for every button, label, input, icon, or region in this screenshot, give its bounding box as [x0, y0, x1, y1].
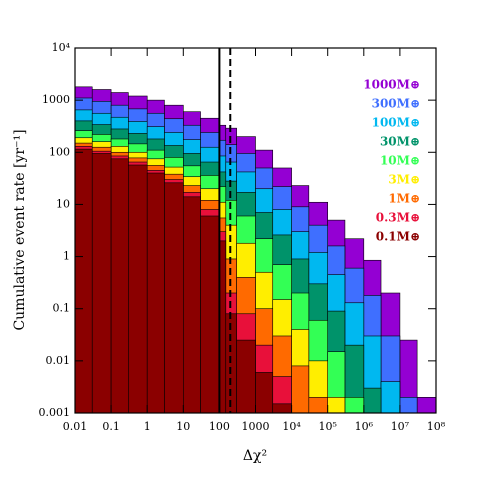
y-axis-label: Cumulative event rate [yr⁻¹] — [12, 129, 28, 330]
y-tick-label: 1 — [63, 250, 70, 263]
step — [164, 182, 184, 414]
x-tick-label: 10⁷ — [391, 420, 410, 433]
x-tick-label: 10⁸ — [427, 420, 446, 433]
step — [255, 372, 274, 414]
legend-label: 0.3M⊕ — [376, 211, 420, 225]
step — [344, 397, 365, 414]
y-tick-label: 0.001 — [39, 406, 71, 419]
step — [183, 196, 201, 414]
step — [308, 397, 328, 414]
x-tick-label: 10⁶ — [355, 420, 374, 433]
step — [74, 148, 93, 414]
step — [91, 153, 112, 414]
legend-label: 3M⊕ — [388, 173, 420, 187]
series-area — [74, 148, 292, 414]
x-tick-label: 10 — [176, 420, 190, 433]
legend-label: 30M⊕ — [380, 135, 420, 149]
step — [128, 164, 148, 414]
y-tick-label: 0.01 — [46, 354, 71, 367]
step — [200, 215, 220, 414]
step — [236, 339, 256, 414]
step — [291, 365, 310, 414]
step — [416, 397, 437, 414]
x-tick-label: 1 — [144, 420, 151, 433]
y-tick-label: 10 — [56, 197, 70, 210]
step — [363, 387, 382, 414]
step — [399, 397, 418, 414]
step — [146, 172, 165, 414]
legend-label: 300M⊕ — [372, 97, 420, 111]
step — [272, 403, 292, 414]
step — [380, 381, 401, 414]
x-tick-label: 0.01 — [63, 420, 88, 433]
x-tick-label: 1000 — [242, 420, 270, 433]
legend-label: 1M⊕ — [388, 192, 420, 206]
legend-label: 100M⊕ — [372, 116, 420, 130]
x-tick-label: 10⁴ — [282, 420, 301, 433]
x-tick-label: 0.1 — [102, 420, 120, 433]
legend-label: 0.1M⊕ — [376, 230, 420, 244]
step — [110, 158, 129, 414]
y-tick-label: 100 — [49, 145, 70, 158]
y-tick-label: 10⁴ — [52, 41, 71, 54]
legend-label: 10M⊕ — [380, 154, 420, 168]
x-tick-label: 10⁵ — [318, 420, 336, 433]
x-tick-label: 100 — [209, 420, 230, 433]
legend-label: 1000M⊕ — [363, 78, 420, 92]
x-axis-label: Δχ² — [243, 448, 267, 464]
step — [327, 397, 346, 414]
y-tick-label: 0.1 — [53, 302, 71, 315]
y-tick-label: 1000 — [42, 93, 70, 106]
